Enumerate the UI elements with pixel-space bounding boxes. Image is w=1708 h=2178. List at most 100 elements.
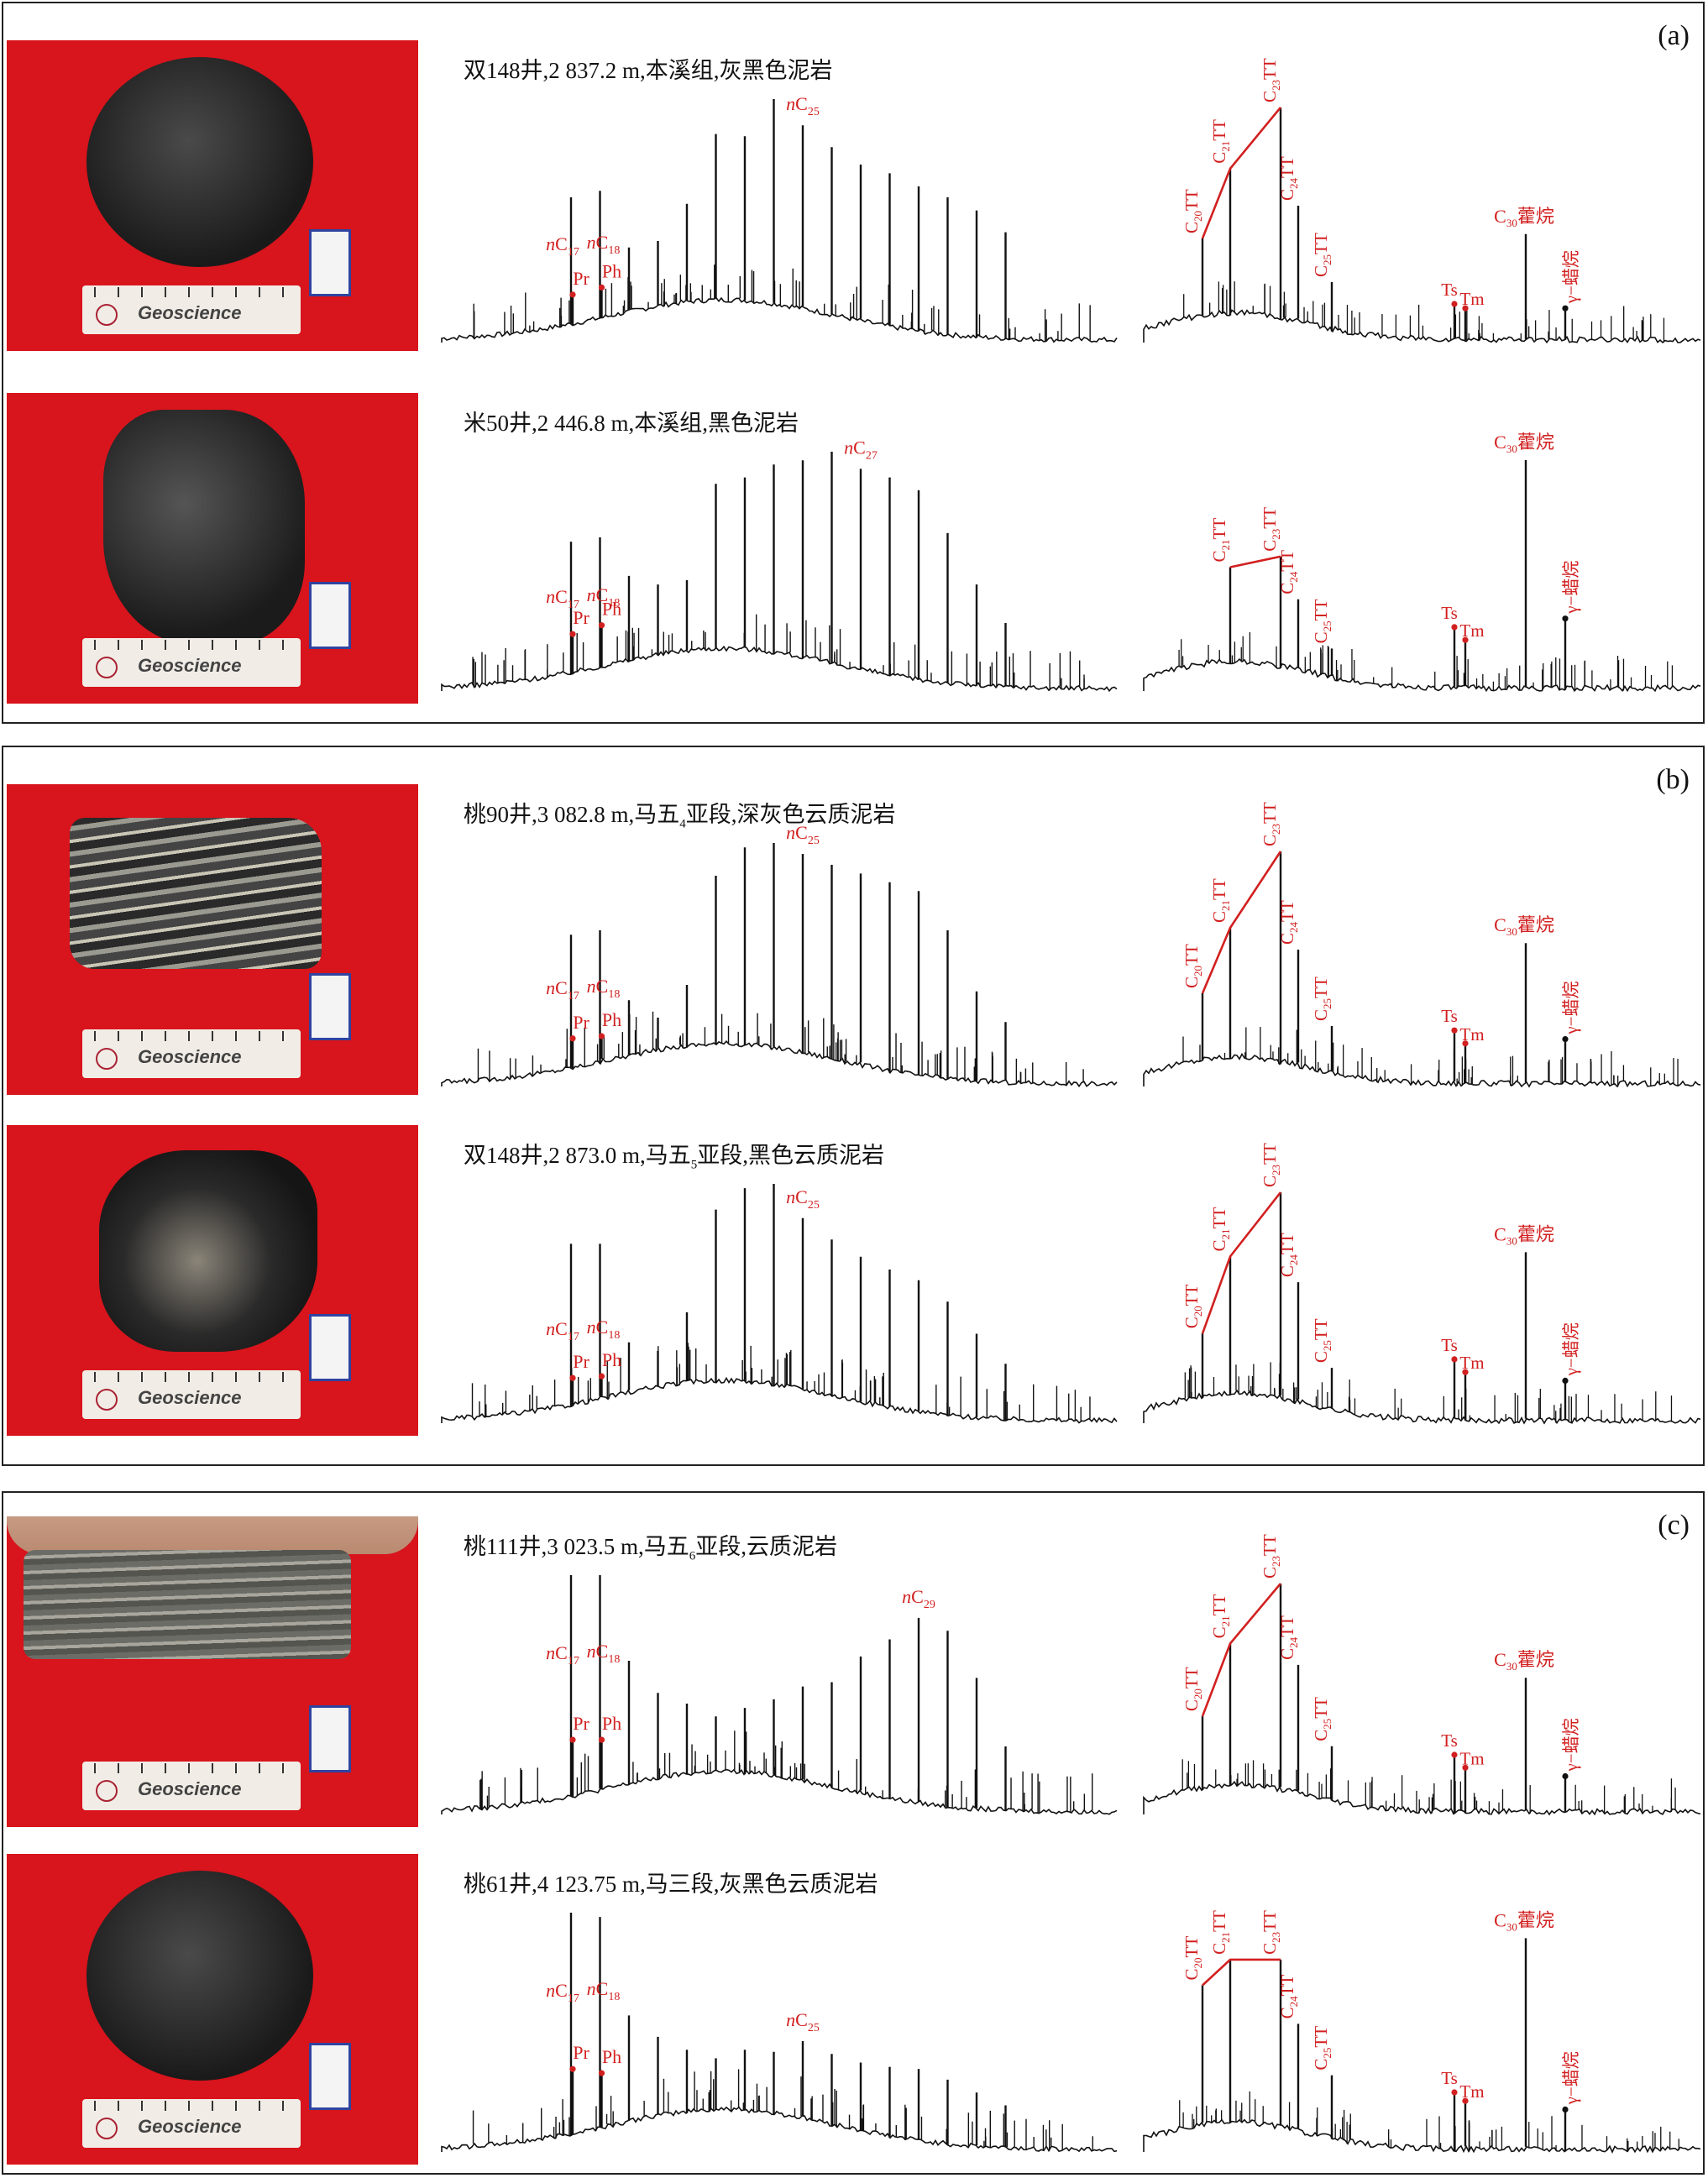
- sample-photo: Geoscience: [7, 393, 418, 704]
- terpane-baseline: [1143, 1052, 1701, 1088]
- caption-sub: 6: [689, 1549, 696, 1563]
- peak-marker: [1562, 1036, 1569, 1043]
- geoscience-logo-icon: [96, 304, 118, 326]
- peak-label: nC17: [546, 233, 579, 259]
- peak-label: nC17: [546, 586, 579, 611]
- chromatogram-baseline: [441, 296, 1118, 343]
- panel-label: (c): [1658, 1510, 1690, 1541]
- peak-marker: [1462, 1369, 1469, 1375]
- peak-marker-Ph: [598, 284, 605, 291]
- ruler-brand: Geoscience: [138, 1778, 242, 1799]
- peak-label: Ts: [1441, 1006, 1458, 1026]
- sample-caption: 桃61井,4 123.75 m,马三段,灰黑色云质泥岩: [464, 1866, 878, 1901]
- peak-label: C30藿烷: [1494, 1649, 1554, 1673]
- peak-marker-Ph: [598, 1736, 605, 1743]
- peak-label: C21TT: [1209, 119, 1232, 164]
- peak-marker-Ph: [598, 1033, 605, 1039]
- ruler-brand: Geoscience: [138, 302, 242, 323]
- sample-label-card: [309, 1705, 351, 1772]
- peak-label: C25TT: [1311, 1697, 1333, 1741]
- peak-label: nC25: [786, 2009, 820, 2034]
- peak-label: C21TT: [1209, 878, 1232, 923]
- peak-label: Tm: [1459, 620, 1484, 641]
- chromatogram-baseline: [441, 1376, 1118, 1424]
- peak-marker: [1451, 1751, 1458, 1758]
- peak-label: C21TT: [1209, 1910, 1232, 1955]
- peak-label: C20TT: [1181, 1936, 1204, 1981]
- peak-label: Tm: [1459, 1353, 1484, 1373]
- sample-label-card: [309, 973, 351, 1040]
- peak-marker: [1462, 305, 1469, 312]
- peak-marker: [1562, 1377, 1569, 1384]
- peak-marker: [1562, 2106, 1569, 2113]
- peak-label: nC18: [587, 976, 621, 1001]
- peak-label: C20TT: [1181, 1284, 1204, 1328]
- peak-label: nC25: [786, 1186, 820, 1212]
- peak-label: nC18: [587, 584, 621, 610]
- peak-marker: [1451, 2089, 1458, 2096]
- peak-label: nC17: [546, 1642, 579, 1668]
- caption-sub: 4: [679, 817, 686, 831]
- sample-row: Geoscience nC17 nC18 Pr Ph nC25 C20TT C21TT C23T…: [3, 1125, 1706, 1436]
- peak-marker-Ph: [598, 2070, 605, 2076]
- peak-label: C23TT: [1260, 802, 1282, 846]
- ruler-brand: Geoscience: [138, 655, 242, 676]
- scale-ruler: Geoscience: [82, 1762, 301, 1810]
- sample-label-card: [309, 2043, 351, 2110]
- ruler-brand: Geoscience: [138, 1387, 242, 1408]
- peak-label: C20TT: [1181, 944, 1204, 988]
- scale-ruler: Geoscience: [82, 2099, 301, 2148]
- sample-caption: 桃111井,3 023.5 m,马五6亚段,云质泥岩: [464, 1528, 837, 1563]
- peak-label: Tm: [1459, 2081, 1484, 2102]
- peak-label: C30藿烷: [1494, 432, 1554, 455]
- terpane-baseline: [1143, 1389, 1701, 1425]
- peak-marker-Pr: [569, 291, 576, 298]
- peak-label: γ−蜡烷: [1561, 981, 1581, 1034]
- caption-text: 双148井,2 837.2 m,本溪组,灰黑色泥岩: [464, 58, 833, 83]
- peak-label: C25TT: [1311, 1318, 1333, 1363]
- sample-row: Geoscience nC17 nC18 Pr Ph nC25 C20TT C21TT C23T…: [3, 1854, 1706, 2165]
- peak-label: Tm: [1459, 1024, 1484, 1044]
- peak-label: Ts: [1441, 2068, 1458, 2088]
- geoscience-logo-icon: [96, 1389, 118, 1411]
- peak-marker-Pr: [569, 1736, 576, 1743]
- sample-photo: Geoscience: [7, 1854, 418, 2165]
- peak-marker-Pr: [569, 1035, 576, 1042]
- panel-2: (c) Geoscience nC17 nC18 Pr Ph nC29 C20TT C21TT C…: [2, 1491, 1705, 2175]
- sample-caption: 双148井,2 837.2 m,本溪组,灰黑色泥岩: [464, 52, 833, 87]
- peak-label: Ph: [602, 599, 621, 620]
- terpane-baseline: [1143, 1780, 1701, 1816]
- rock-sample: [86, 1871, 313, 2081]
- peak-marker: [1462, 1764, 1469, 1771]
- sample-label-card: [309, 1314, 351, 1381]
- peak-label: C23TT: [1260, 1534, 1282, 1579]
- geoscience-logo-icon: [96, 1048, 118, 1070]
- panel-1: (b) Geoscience nC17 nC18 Pr Ph nC25 C20TT C21TT C…: [2, 746, 1705, 1466]
- peak-label: C23TT: [1260, 58, 1282, 102]
- peak-label: γ−蜡烷: [1561, 1322, 1581, 1376]
- peak-label: Ts: [1441, 1730, 1458, 1751]
- sample-row: Geoscience nC17 nC18 Pr Ph nC25 C20TT C21TT C23T…: [3, 784, 1706, 1095]
- peak-marker: [1451, 1027, 1458, 1034]
- peak-label: C20TT: [1181, 189, 1204, 233]
- peak-marker-Pr: [569, 631, 576, 637]
- peak-label: Ph: [602, 1009, 621, 1030]
- peak-label: nC25: [786, 822, 820, 847]
- ruler-brand: Geoscience: [138, 2116, 242, 2137]
- tricyclic-trend-line: [1201, 851, 1282, 994]
- caption-text: 桃90井,3 082.8 m,马五: [464, 802, 680, 827]
- peak-label: C24TT: [1277, 156, 1300, 201]
- sample-photo: Geoscience: [7, 40, 418, 351]
- rock-sample: [103, 410, 305, 645]
- peak-label: Ph: [602, 1713, 621, 1734]
- rock-sample: [24, 1550, 351, 1659]
- peak-label: nC25: [786, 93, 820, 118]
- peak-label: C24TT: [1277, 1975, 1300, 2019]
- peak-label: Ts: [1441, 280, 1458, 300]
- peak-label: nC17: [546, 1318, 579, 1343]
- rock-sample: [70, 818, 322, 969]
